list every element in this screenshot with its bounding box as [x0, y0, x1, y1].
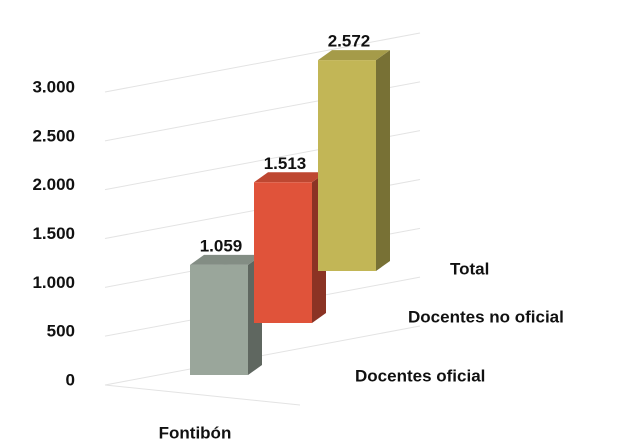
data-label: 2.572: [328, 32, 371, 51]
y-tick-label: 2.500: [32, 126, 75, 145]
grid-line: [104, 32, 421, 93]
data-label: 1.513: [264, 154, 307, 173]
y-tick-label: 2.000: [32, 175, 75, 194]
y-tick-label: 500: [47, 322, 75, 341]
legend-label: Docentes oficial: [355, 366, 485, 385]
bar: [254, 182, 312, 323]
y-tick-label: 1.000: [32, 273, 75, 292]
y-tick-label: 0: [66, 370, 75, 389]
bar-top: [190, 254, 262, 265]
y-tick-label: 1.500: [32, 224, 75, 243]
bar-top: [254, 172, 326, 183]
bar-side: [376, 50, 390, 271]
bar-top: [318, 50, 390, 61]
data-label: 1.059: [200, 236, 243, 255]
x-tick-label: Fontibón: [159, 423, 232, 442]
legend-label: Docentes no oficial: [408, 307, 564, 326]
bar: [318, 60, 376, 271]
bar: [190, 264, 248, 375]
y-tick-label: 3.000: [32, 77, 75, 96]
legend-label: Total: [450, 259, 489, 278]
floor-line: [104, 384, 301, 406]
grid-line: [104, 325, 421, 386]
